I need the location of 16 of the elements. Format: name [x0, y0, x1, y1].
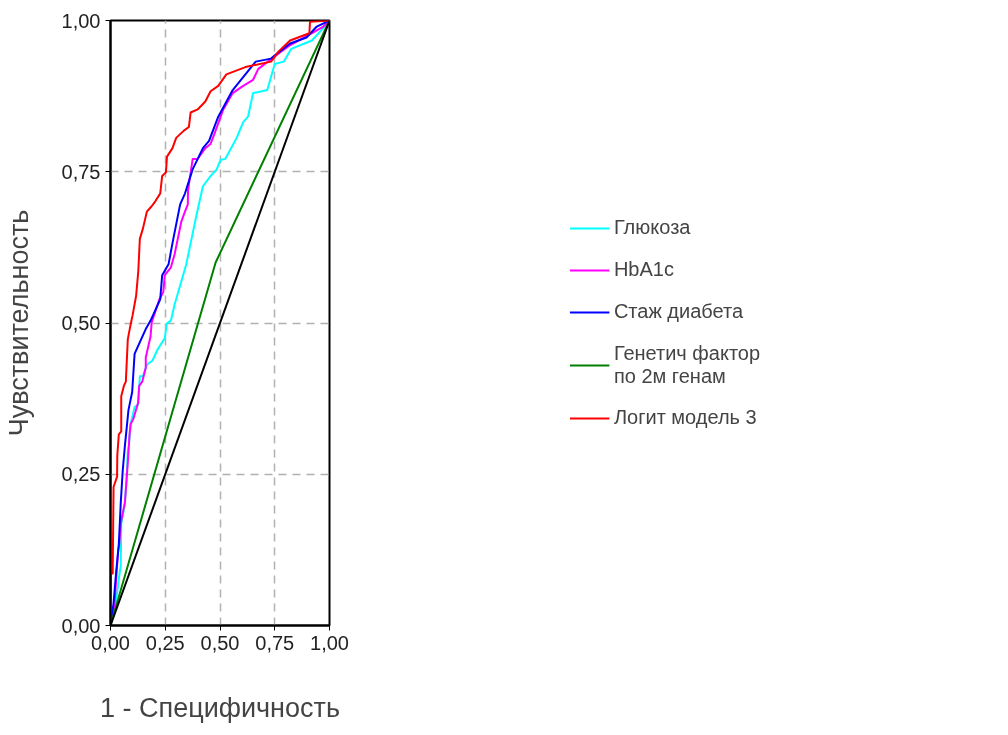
y-tick-label: 0,25	[61, 463, 101, 486]
x-tick-label: 0,50	[200, 631, 240, 654]
x-tick-label: 0,25	[145, 631, 185, 654]
x-axis-title: 1 - Специфичность	[100, 692, 340, 723]
x-tick-label: 1,00	[310, 631, 349, 654]
x-tick-label: 0,75	[255, 631, 295, 654]
legend-label: HbA1c	[613, 257, 674, 282]
legend-label: Генетич фактор по 2м генам	[613, 341, 761, 388]
y-tick-label: 0,50	[61, 312, 101, 334]
y-tick-label: 0,00	[61, 614, 101, 637]
legend-label: Логит модель 3	[613, 405, 757, 430]
y-tick-label: 1,00	[61, 9, 101, 32]
y-axis-title: Чувствительность	[3, 209, 34, 437]
y-tick-label: 0,75	[61, 160, 101, 183]
legend-label: Стаж диабета	[613, 299, 744, 324]
legend-label: Глюкоза	[613, 215, 691, 240]
